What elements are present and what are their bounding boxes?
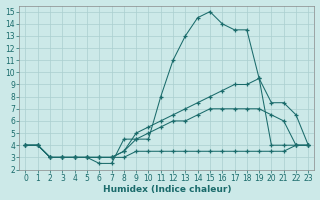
X-axis label: Humidex (Indice chaleur): Humidex (Indice chaleur) xyxy=(103,185,231,194)
